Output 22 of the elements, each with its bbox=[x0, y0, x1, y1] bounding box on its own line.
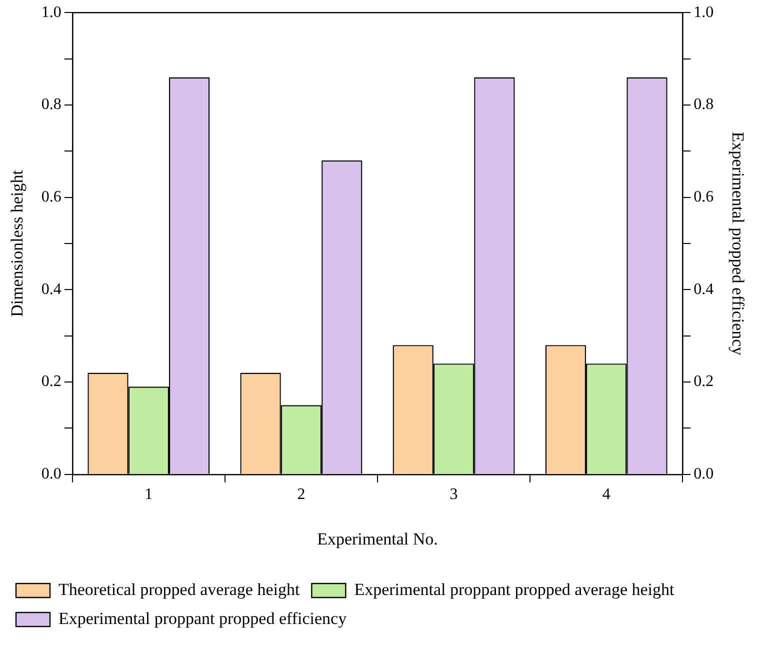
y2-tick-label: 0.6 bbox=[694, 188, 714, 206]
y2-tick-label: 1.0 bbox=[694, 4, 714, 21]
y-tick-label: 0.0 bbox=[41, 466, 62, 483]
y2-tick-label: 0.2 bbox=[694, 373, 714, 390]
y-axis-title: Dimensionless height bbox=[8, 170, 27, 317]
x-tick-label: 4 bbox=[602, 486, 610, 504]
y-tick-label: 0.8 bbox=[41, 96, 62, 114]
legend-label: Theoretical propped average height bbox=[58, 580, 300, 599]
x-tick-label: 1 bbox=[144, 486, 153, 504]
y-tick-label: 0.2 bbox=[41, 373, 62, 390]
y2-tick-label: 0.4 bbox=[694, 280, 714, 298]
y-tick-label: 0.6 bbox=[41, 188, 62, 206]
x-tick-label: 3 bbox=[450, 486, 458, 504]
legend-label: Experimental proppant propped efficiency bbox=[58, 608, 348, 628]
y2-tick-label: 0.8 bbox=[694, 96, 714, 114]
y2-axis-title: Experimental propped efficiency bbox=[728, 132, 748, 356]
x-tick-label: 2 bbox=[297, 486, 306, 504]
y2-tick-label: 0.0 bbox=[694, 466, 714, 483]
legend-label: Experimental proppant propped average height bbox=[354, 580, 675, 599]
x-axis-title: Experimental No. bbox=[317, 529, 438, 548]
y-tick-label: 0.4 bbox=[41, 280, 62, 298]
y-tick-label: 1.0 bbox=[41, 4, 62, 21]
